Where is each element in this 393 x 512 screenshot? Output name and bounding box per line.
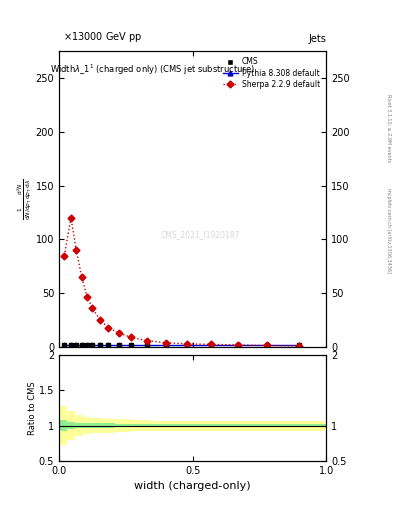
Sherpa 2.2.9 default bbox=[145, 337, 149, 344]
CMS bbox=[129, 342, 134, 348]
Pythia 8.308 default bbox=[62, 342, 67, 348]
Pythia 8.308 default bbox=[90, 342, 95, 348]
Line: Sherpa 2.2.9 default: Sherpa 2.2.9 default bbox=[62, 216, 302, 349]
Text: mcplots.cern.ch [arXiv:1306.3436]: mcplots.cern.ch [arXiv:1306.3436] bbox=[386, 188, 391, 273]
CMS bbox=[79, 342, 84, 348]
X-axis label: width (charged-only): width (charged-only) bbox=[134, 481, 251, 491]
Sherpa 2.2.9 default bbox=[90, 305, 95, 311]
Pythia 8.308 default bbox=[145, 342, 149, 348]
Y-axis label: $\frac{1}{\mathrm{d}N/\mathrm{d}p_{\mathrm{T}}}$$\frac{\mathrm{d}^2N}{\mathrm{d}: $\frac{1}{\mathrm{d}N/\mathrm{d}p_{\math… bbox=[16, 178, 34, 220]
Pythia 8.308 default bbox=[163, 342, 168, 348]
Pythia 8.308 default bbox=[69, 342, 73, 348]
CMS bbox=[90, 342, 95, 348]
Pythia 8.308 default bbox=[84, 342, 89, 348]
Pythia 8.308 default bbox=[209, 342, 214, 348]
Sherpa 2.2.9 default bbox=[84, 293, 89, 300]
Sherpa 2.2.9 default bbox=[69, 215, 73, 221]
CMS bbox=[265, 342, 270, 348]
Pythia 8.308 default bbox=[129, 342, 134, 348]
Sherpa 2.2.9 default bbox=[185, 341, 189, 347]
Pythia 8.308 default bbox=[117, 342, 121, 348]
CMS bbox=[185, 342, 189, 348]
Sherpa 2.2.9 default bbox=[163, 340, 168, 346]
Sherpa 2.2.9 default bbox=[297, 343, 302, 349]
Text: CMS_2021_I1920187: CMS_2021_I1920187 bbox=[161, 230, 240, 239]
CMS bbox=[163, 342, 168, 348]
Pythia 8.308 default bbox=[98, 342, 103, 348]
Sherpa 2.2.9 default bbox=[129, 334, 134, 340]
Line: CMS: CMS bbox=[62, 343, 302, 347]
Pythia 8.308 default bbox=[106, 342, 111, 348]
Text: Jets: Jets bbox=[309, 33, 326, 44]
Sherpa 2.2.9 default bbox=[98, 317, 103, 323]
CMS bbox=[74, 342, 79, 348]
CMS bbox=[297, 342, 302, 348]
Text: Rivet 3.1.10, ≥ 2.9M events: Rivet 3.1.10, ≥ 2.9M events bbox=[386, 94, 391, 162]
Sherpa 2.2.9 default bbox=[74, 247, 79, 253]
CMS bbox=[84, 342, 89, 348]
Sherpa 2.2.9 default bbox=[106, 325, 111, 331]
Pythia 8.308 default bbox=[185, 342, 189, 348]
CMS bbox=[69, 342, 73, 348]
Pythia 8.308 default bbox=[236, 342, 241, 348]
CMS bbox=[62, 342, 67, 348]
CMS bbox=[209, 342, 214, 348]
CMS bbox=[236, 342, 241, 348]
Sherpa 2.2.9 default bbox=[236, 342, 241, 348]
Sherpa 2.2.9 default bbox=[79, 274, 84, 280]
Pythia 8.308 default bbox=[79, 342, 84, 348]
CMS bbox=[117, 342, 121, 348]
CMS bbox=[98, 342, 103, 348]
Sherpa 2.2.9 default bbox=[265, 343, 270, 349]
Legend: CMS, Pythia 8.308 default, Sherpa 2.2.9 default: CMS, Pythia 8.308 default, Sherpa 2.2.9 … bbox=[220, 55, 322, 91]
Text: Width$\lambda$_1$^1$ (charged only) (CMS jet substructure): Width$\lambda$_1$^1$ (charged only) (CMS… bbox=[50, 63, 255, 77]
Sherpa 2.2.9 default bbox=[62, 252, 67, 259]
Sherpa 2.2.9 default bbox=[209, 342, 214, 348]
Sherpa 2.2.9 default bbox=[117, 330, 121, 336]
Pythia 8.308 default bbox=[265, 342, 270, 348]
Line: Pythia 8.308 default: Pythia 8.308 default bbox=[62, 343, 302, 347]
CMS bbox=[106, 342, 111, 348]
Pythia 8.308 default bbox=[297, 342, 302, 348]
Pythia 8.308 default bbox=[74, 342, 79, 348]
Text: $\times$13000 GeV pp: $\times$13000 GeV pp bbox=[63, 30, 142, 44]
CMS bbox=[145, 342, 149, 348]
Y-axis label: Ratio to CMS: Ratio to CMS bbox=[28, 381, 37, 435]
